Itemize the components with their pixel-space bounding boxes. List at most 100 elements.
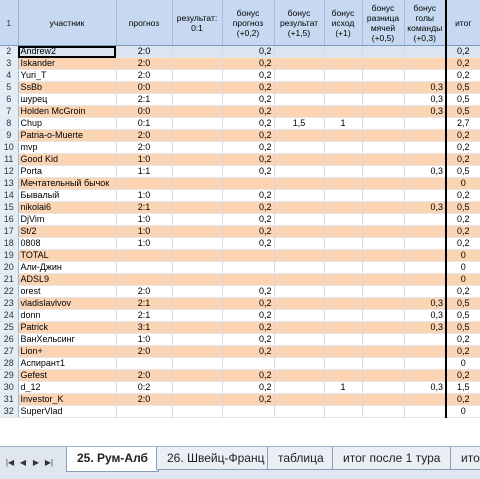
bonus-goal-diff-cell[interactable] bbox=[362, 261, 405, 274]
bonus-team-goals-cell[interactable] bbox=[404, 129, 447, 142]
participant-name-cell[interactable]: mvp bbox=[18, 141, 117, 154]
total-cell[interactable]: 0,5 bbox=[445, 297, 480, 310]
next-sheet-icon[interactable]: ▶ bbox=[32, 458, 40, 467]
result-cell[interactable] bbox=[172, 213, 223, 226]
bonus-goal-diff-cell[interactable] bbox=[362, 369, 405, 382]
result-cell[interactable] bbox=[172, 285, 223, 298]
bonus-result-cell[interactable] bbox=[274, 69, 325, 82]
forecast-cell[interactable]: 3:1 bbox=[116, 321, 173, 334]
total-cell[interactable]: 0,5 bbox=[445, 201, 480, 214]
row-number[interactable]: 14 bbox=[0, 189, 19, 202]
bonus-forecast-cell[interactable]: 0,2 bbox=[222, 213, 275, 226]
total-cell[interactable]: 0,5 bbox=[445, 81, 480, 94]
row-number[interactable]: 28 bbox=[0, 357, 19, 370]
total-cell[interactable]: 0,2 bbox=[445, 225, 480, 238]
result-cell[interactable] bbox=[172, 261, 223, 274]
row-number[interactable]: 29 bbox=[0, 369, 19, 382]
participant-name-cell[interactable]: Gefest bbox=[18, 369, 117, 382]
bonus-goal-diff-cell[interactable] bbox=[362, 333, 405, 346]
bonus-outcome-cell[interactable] bbox=[324, 45, 363, 58]
forecast-cell[interactable]: 2:0 bbox=[116, 141, 173, 154]
bonus-goal-diff-cell[interactable] bbox=[362, 117, 405, 130]
participant-name-cell[interactable]: Бывалый bbox=[18, 189, 117, 202]
result-cell[interactable] bbox=[172, 129, 223, 142]
bonus-result-cell[interactable]: 1,5 bbox=[274, 117, 325, 130]
result-cell[interactable] bbox=[172, 81, 223, 94]
bonus-team-goals-cell[interactable] bbox=[404, 261, 447, 274]
result-cell[interactable] bbox=[172, 93, 223, 106]
participant-name-cell[interactable]: ADSL9 bbox=[18, 273, 117, 286]
row-number[interactable]: 7 bbox=[0, 105, 19, 118]
result-cell[interactable] bbox=[172, 333, 223, 346]
total-cell[interactable]: 0,2 bbox=[445, 333, 480, 346]
participant-name-cell[interactable]: Мечтательный бычок bbox=[18, 177, 117, 190]
participant-name-cell[interactable]: Patria-o-Muerte bbox=[18, 129, 117, 142]
result-cell[interactable] bbox=[172, 57, 223, 70]
result-cell[interactable] bbox=[172, 357, 223, 370]
bonus-outcome-cell[interactable] bbox=[324, 213, 363, 226]
total-cell[interactable]: 0,5 bbox=[445, 321, 480, 334]
forecast-cell[interactable] bbox=[116, 405, 173, 418]
bonus-outcome-cell[interactable] bbox=[324, 105, 363, 118]
bonus-result-cell[interactable] bbox=[274, 369, 325, 382]
row-number[interactable]: 20 bbox=[0, 261, 19, 274]
bonus-forecast-cell[interactable] bbox=[222, 249, 275, 262]
bonus-result-cell[interactable] bbox=[274, 381, 325, 394]
bonus-team-goals-cell[interactable] bbox=[404, 237, 447, 250]
participant-name-cell[interactable]: Investor_K bbox=[18, 393, 117, 406]
bonus-goal-diff-cell[interactable] bbox=[362, 393, 405, 406]
participant-name-cell[interactable]: SuperVlad bbox=[18, 405, 117, 418]
bonus-outcome-cell[interactable] bbox=[324, 369, 363, 382]
row-number[interactable]: 31 bbox=[0, 393, 19, 406]
result-cell[interactable] bbox=[172, 237, 223, 250]
bonus-forecast-cell[interactable]: 0,2 bbox=[222, 129, 275, 142]
header-bonus-goal-diff[interactable]: бонус разница мячей (+0,5) bbox=[362, 0, 405, 46]
bonus-result-cell[interactable] bbox=[274, 405, 325, 418]
participant-name-cell[interactable]: d_12 bbox=[18, 381, 117, 394]
bonus-goal-diff-cell[interactable] bbox=[362, 153, 405, 166]
bonus-result-cell[interactable] bbox=[274, 309, 325, 322]
forecast-cell[interactable]: 1:0 bbox=[116, 153, 173, 166]
bonus-goal-diff-cell[interactable] bbox=[362, 345, 405, 358]
bonus-team-goals-cell[interactable] bbox=[404, 249, 447, 262]
participant-name-cell[interactable]: Chup bbox=[18, 117, 117, 130]
row-number[interactable]: 27 bbox=[0, 345, 19, 358]
participant-name-cell[interactable]: donn bbox=[18, 309, 117, 322]
total-cell[interactable]: 0,2 bbox=[445, 141, 480, 154]
participant-name-cell[interactable]: Porta bbox=[18, 165, 117, 178]
header-participant[interactable]: участник bbox=[18, 0, 117, 46]
bonus-forecast-cell[interactable] bbox=[222, 273, 275, 286]
bonus-outcome-cell[interactable] bbox=[324, 393, 363, 406]
bonus-team-goals-cell[interactable] bbox=[404, 177, 447, 190]
bonus-goal-diff-cell[interactable] bbox=[362, 357, 405, 370]
total-cell[interactable]: 0,2 bbox=[445, 57, 480, 70]
row-number[interactable]: 16 bbox=[0, 213, 19, 226]
bonus-forecast-cell[interactable] bbox=[222, 261, 275, 274]
bonus-result-cell[interactable] bbox=[274, 129, 325, 142]
bonus-goal-diff-cell[interactable] bbox=[362, 309, 405, 322]
bonus-goal-diff-cell[interactable] bbox=[362, 93, 405, 106]
result-cell[interactable] bbox=[172, 273, 223, 286]
bonus-outcome-cell[interactable] bbox=[324, 225, 363, 238]
row-number[interactable]: 23 bbox=[0, 297, 19, 310]
forecast-cell[interactable]: 1:0 bbox=[116, 225, 173, 238]
bonus-result-cell[interactable] bbox=[274, 273, 325, 286]
bonus-team-goals-cell[interactable] bbox=[404, 405, 447, 418]
participant-name-cell[interactable]: Andrew2 bbox=[18, 45, 117, 58]
total-cell[interactable]: 0,5 bbox=[445, 165, 480, 178]
forecast-cell[interactable] bbox=[116, 273, 173, 286]
last-sheet-icon[interactable]: ▶| bbox=[44, 458, 54, 467]
bonus-team-goals-cell[interactable] bbox=[404, 141, 447, 154]
row-number[interactable]: 21 bbox=[0, 273, 19, 286]
bonus-forecast-cell[interactable]: 0,2 bbox=[222, 345, 275, 358]
bonus-goal-diff-cell[interactable] bbox=[362, 381, 405, 394]
bonus-outcome-cell[interactable] bbox=[324, 57, 363, 70]
bonus-goal-diff-cell[interactable] bbox=[362, 129, 405, 142]
bonus-team-goals-cell[interactable] bbox=[404, 213, 447, 226]
bonus-result-cell[interactable] bbox=[274, 261, 325, 274]
bonus-goal-diff-cell[interactable] bbox=[362, 57, 405, 70]
participant-name-cell[interactable]: Iskander bbox=[18, 57, 117, 70]
bonus-result-cell[interactable] bbox=[274, 141, 325, 154]
forecast-cell[interactable]: 2:1 bbox=[116, 201, 173, 214]
bonus-forecast-cell[interactable]: 0,2 bbox=[222, 285, 275, 298]
